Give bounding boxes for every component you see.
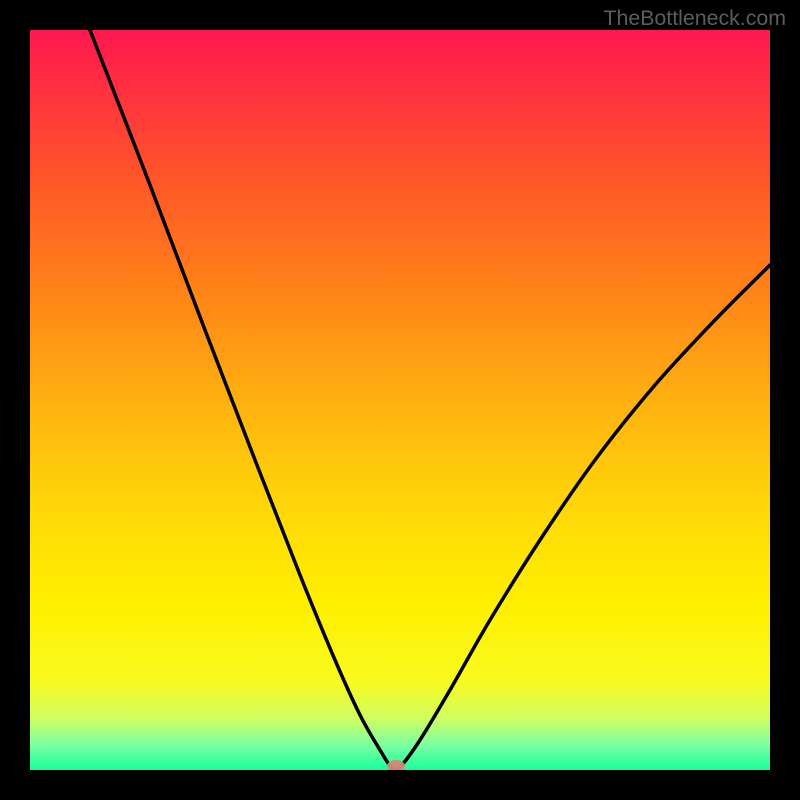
bottleneck-chart [0,0,800,800]
gradient-background [30,30,770,770]
chart-container: TheBottleneck.com [0,0,800,800]
